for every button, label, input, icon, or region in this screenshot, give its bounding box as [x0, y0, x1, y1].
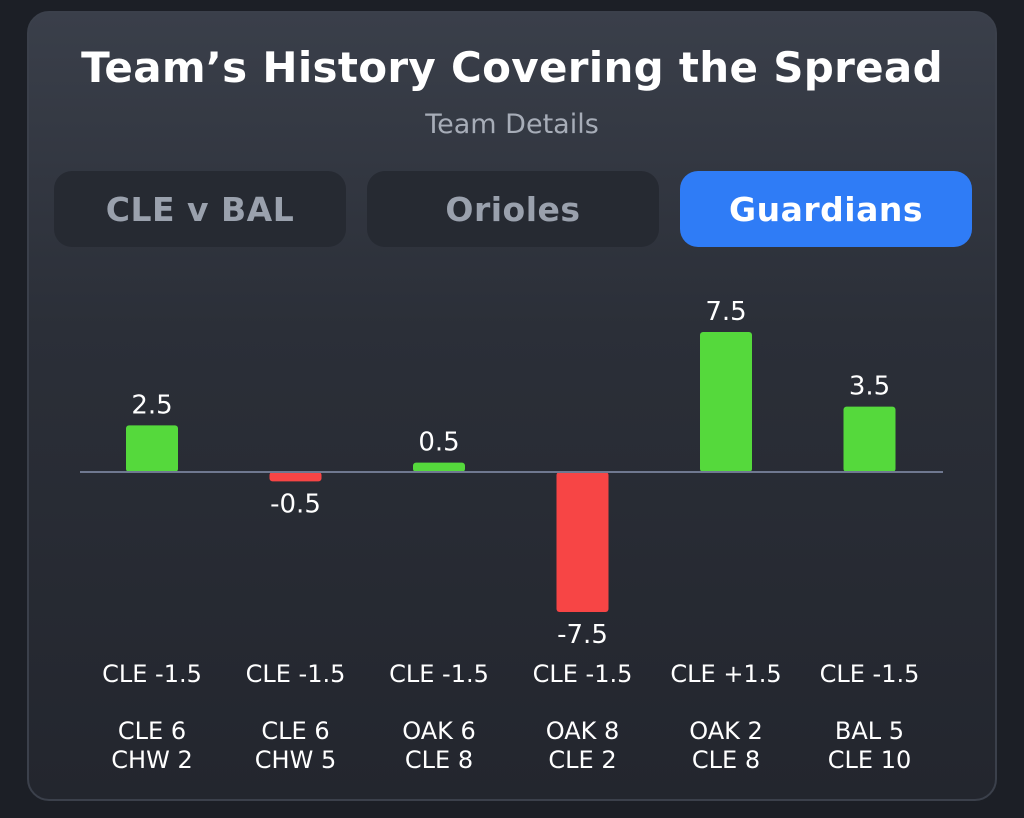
spread-label-6: CLE -1.5 — [820, 660, 920, 688]
score-line1-label-6: BAL 5 — [835, 717, 904, 745]
spread-label-5: CLE +1.5 — [670, 660, 781, 688]
bar-2 — [269, 472, 322, 482]
value-label-4: -7.5 — [557, 620, 608, 650]
tab-matchup[interactable]: CLE v BAL — [54, 171, 346, 247]
spread-label-2: CLE -1.5 — [246, 660, 346, 688]
score-line2-label-3: CLE 8 — [405, 746, 473, 774]
score-line1-label-1: CLE 6 — [118, 717, 186, 745]
score-line2-label-1: CHW 2 — [111, 746, 192, 774]
value-label-2: -0.5 — [270, 489, 321, 519]
bar-4 — [556, 472, 609, 612]
value-label-5: 7.5 — [705, 297, 746, 327]
spread-label-4: CLE -1.5 — [533, 660, 633, 688]
card-subtitle: Team Details — [425, 109, 599, 140]
value-label-3: 0.5 — [418, 428, 459, 458]
bar-1 — [126, 425, 178, 472]
value-label-1: 2.5 — [131, 390, 172, 420]
spread-label-3: CLE -1.5 — [389, 660, 489, 688]
spread-history-card: Team’s History Covering the Spread Team … — [27, 11, 997, 801]
card-title: Team’s History Covering the Spread — [81, 43, 943, 92]
bar-5 — [700, 332, 752, 472]
score-line1-label-5: OAK 2 — [689, 717, 763, 745]
score-line2-label-4: CLE 2 — [548, 746, 616, 774]
score-line1-label-3: OAK 6 — [402, 717, 476, 745]
bar-3 — [413, 462, 465, 472]
bar-6 — [843, 406, 896, 472]
score-line1-label-4: OAK 8 — [546, 717, 620, 745]
score-line2-label-5: CLE 8 — [692, 746, 760, 774]
score-line2-label-6: CLE 10 — [828, 746, 911, 774]
value-label-6: 3.5 — [849, 372, 890, 402]
score-line1-label-2: CLE 6 — [261, 717, 329, 745]
spread-label-1: CLE -1.5 — [102, 660, 202, 688]
score-line2-label-2: CHW 5 — [255, 746, 336, 774]
tab-guardians[interactable]: Guardians — [680, 171, 972, 247]
tab-orioles[interactable]: Orioles — [367, 171, 659, 247]
